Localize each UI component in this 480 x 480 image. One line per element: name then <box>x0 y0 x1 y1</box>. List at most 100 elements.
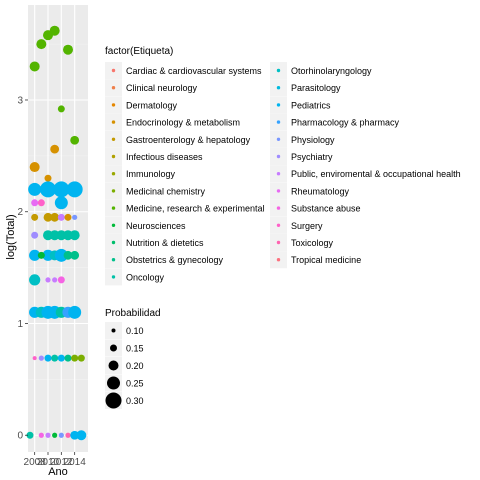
data-point <box>69 230 80 241</box>
data-point <box>68 305 82 319</box>
data-point <box>29 274 41 286</box>
data-point <box>66 181 83 198</box>
legend-swatch <box>276 223 281 227</box>
data-point <box>28 182 42 196</box>
legend-label: Cardiac & cardiovascular systems <box>126 66 262 76</box>
legend-label: Obstetrics & gynecology <box>126 255 224 265</box>
legend-swatch <box>276 137 281 141</box>
data-point <box>50 212 60 222</box>
data-point <box>44 174 52 182</box>
data-point <box>52 277 58 283</box>
data-point <box>52 432 58 438</box>
data-point <box>36 39 47 50</box>
plot-panel <box>28 5 88 452</box>
legend-label: Infectious diseases <box>126 152 203 162</box>
data-point <box>31 213 39 221</box>
legend-label: Immunology <box>126 169 176 179</box>
data-point <box>57 276 65 284</box>
legend-label: Neurosciences <box>126 221 186 231</box>
data-points <box>26 25 87 441</box>
data-point <box>63 250 73 260</box>
size-swatch <box>107 376 120 390</box>
data-point <box>29 249 41 261</box>
y-axis: 0 1 2 3 <box>17 95 28 442</box>
x-axis-title: Ano <box>48 466 68 478</box>
size-legend-label: 0.30 <box>126 396 144 406</box>
legend-label: Substance abuse <box>291 204 361 214</box>
legend-swatch <box>276 103 281 107</box>
data-point <box>70 250 80 260</box>
legend-label: Clinical neurology <box>126 83 198 93</box>
legend-label: Toxicology <box>291 238 334 248</box>
legend-swatch <box>111 154 116 159</box>
data-point <box>57 213 65 221</box>
legend-label: Gastroenterology & hepatology <box>126 135 251 145</box>
legend-swatch <box>276 240 281 245</box>
legend-swatch <box>111 223 116 227</box>
y-tick-label: 0 <box>17 431 23 442</box>
legend-swatch <box>276 172 281 176</box>
legend-label: Rheumatology <box>291 186 350 196</box>
legend-swatch <box>276 68 281 73</box>
data-point <box>57 354 65 362</box>
x-tick-label: 2012 <box>50 457 73 468</box>
color-legend: Cardiac & cardiovascular systems Clinical… <box>105 62 461 286</box>
legend-swatch <box>111 137 116 141</box>
data-point <box>53 181 70 198</box>
size-legend-label: 0.10 <box>126 326 144 336</box>
data-point <box>54 196 68 210</box>
data-point <box>29 162 40 173</box>
data-point <box>70 135 80 145</box>
data-point <box>37 251 45 259</box>
data-point <box>58 432 64 438</box>
legend-swatch <box>111 258 116 262</box>
legend-label: Otorhinolaryngology <box>291 66 372 76</box>
legend-label: Endocrinology & metabolism <box>126 118 240 128</box>
legend-swatch <box>111 120 116 124</box>
data-point <box>54 248 68 262</box>
legend-swatch <box>276 154 281 159</box>
data-point <box>77 354 85 362</box>
legend-label: Oncology <box>126 272 165 282</box>
size-swatch <box>105 392 122 409</box>
y-tick-label: 3 <box>17 95 23 106</box>
legend-swatch <box>276 189 281 193</box>
data-point <box>44 354 52 362</box>
legend-swatch <box>276 206 281 210</box>
data-point <box>29 61 40 72</box>
size-swatch <box>108 360 119 371</box>
size-swatch <box>111 328 116 333</box>
legend-label: Physiology <box>291 135 335 145</box>
legend-swatch <box>111 172 116 176</box>
data-point <box>51 354 59 362</box>
x-tick-label: 2014 <box>64 457 87 468</box>
legend-swatch <box>111 68 116 73</box>
legend-swatch <box>276 258 281 262</box>
legend-label: Pediatrics <box>291 100 331 110</box>
legend-label: Parasitology <box>291 83 341 93</box>
size-legend-label: 0.25 <box>126 379 144 389</box>
legend-swatch <box>276 120 281 124</box>
data-point <box>45 432 51 438</box>
x-tick-label: 2008 <box>24 457 47 468</box>
grid <box>28 5 88 452</box>
legend-swatch <box>111 206 116 210</box>
color-legend-title: factor(Etiqueta) <box>105 46 173 57</box>
legend-label: Nutrition & dietetics <box>126 238 204 248</box>
legend-label: Pharmacology & pharmacy <box>291 118 400 128</box>
y-axis-title: log(Total) <box>5 214 17 259</box>
legend-label: Surgery <box>291 221 323 231</box>
data-point <box>38 432 44 438</box>
data-point <box>31 231 39 239</box>
data-point <box>49 25 60 36</box>
data-point <box>64 213 72 221</box>
size-swatch <box>110 344 117 352</box>
data-point <box>32 356 37 361</box>
size-legend-label: 0.20 <box>126 361 144 371</box>
legend-swatch <box>111 240 116 245</box>
data-point <box>72 214 78 220</box>
data-point <box>65 432 71 438</box>
data-point <box>76 430 87 441</box>
data-point <box>38 355 44 361</box>
